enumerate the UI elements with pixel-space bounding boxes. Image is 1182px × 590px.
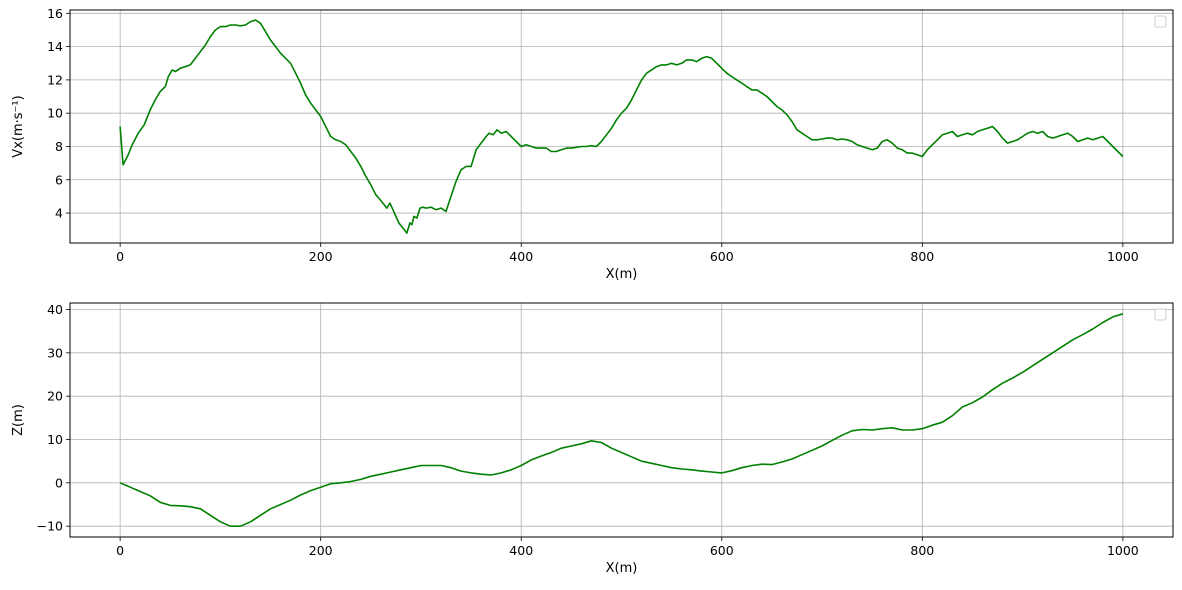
velocity-x-tick-label: 0 <box>116 249 124 264</box>
velocity-y-ticks: 4 6 8 10 12 14 16 <box>47 6 70 221</box>
velocity-legend-box <box>1154 15 1167 28</box>
elevation-y-ticks: −10 0 10 20 30 40 <box>37 302 70 534</box>
velocity-x-ticks: 0 200 400 600 800 1000 <box>116 243 1139 264</box>
velocity-y-tick-label: 12 <box>47 72 63 87</box>
elevation-x-axis-label: X(m) <box>606 561 638 576</box>
elevation-x-tick-label: 0 <box>116 543 124 558</box>
velocity-series-line <box>119 19 1124 234</box>
elevation-y-tick-label: 30 <box>47 345 63 360</box>
elevation-y-tick-label: 0 <box>55 475 63 490</box>
velocity-y-tick-label: 6 <box>55 172 63 187</box>
velocity-x-tick-label: 400 <box>509 249 533 264</box>
velocity-x-tick-label: 200 <box>309 249 333 264</box>
velocity-y-tick-label: 8 <box>55 139 63 154</box>
velocity-y-tick-label: 10 <box>47 106 63 121</box>
elevation-subplot: 0 200 400 600 800 1000 −10 0 10 20 30 40 X(m) Z(m) <box>11 302 1174 576</box>
velocity-x-tick-label: 600 <box>710 249 734 264</box>
velocity-x-tick-label: 800 <box>910 249 934 264</box>
velocity-subplot: 0 200 400 600 800 1000 4 6 8 10 12 14 16 X(m) Vx(m·… <box>11 6 1174 282</box>
velocity-y-tick-label: 4 <box>55 206 63 221</box>
velocity-y-tick-label: 16 <box>47 6 63 21</box>
velocity-y-axis-label: Vx(m·s⁻¹) <box>11 95 26 157</box>
elevation-x-tick-label: 1000 <box>1107 543 1139 558</box>
velocity-axes-frame <box>69 9 1174 244</box>
velocity-grid <box>70 10 1173 243</box>
elevation-grid <box>70 303 1173 537</box>
velocity-y-tick-label: 14 <box>47 39 63 54</box>
elevation-x-tick-label: 400 <box>509 543 533 558</box>
elevation-y-tick-label: −10 <box>37 519 63 534</box>
elevation-series-layer <box>119 313 1124 528</box>
velocity-series-layer <box>119 19 1124 234</box>
elevation-y-tick-label: 10 <box>47 432 63 447</box>
velocity-x-tick-label: 1000 <box>1107 249 1139 264</box>
elevation-y-tick-label: 20 <box>47 389 63 404</box>
elevation-x-tick-label: 800 <box>910 543 934 558</box>
elevation-y-tick-label: 40 <box>47 302 63 317</box>
elevation-series-line <box>119 313 1124 528</box>
elevation-axes-frame <box>69 302 1174 538</box>
elevation-x-tick-label: 200 <box>309 543 333 558</box>
elevation-x-tick-label: 600 <box>710 543 734 558</box>
elevation-legend-box <box>1154 308 1167 321</box>
elevation-y-axis-label: Z(m) <box>11 404 26 436</box>
velocity-x-axis-label: X(m) <box>606 267 638 282</box>
elevation-x-ticks: 0 200 400 600 800 1000 <box>116 537 1139 558</box>
